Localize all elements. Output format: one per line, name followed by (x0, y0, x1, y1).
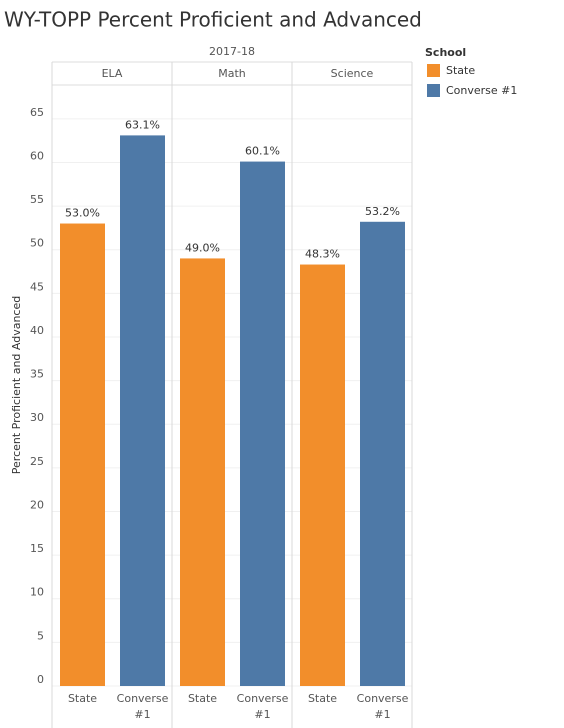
data-label: 63.1% (125, 118, 160, 131)
bar (120, 135, 165, 687)
y-tick-label: 65 (30, 106, 44, 119)
y-tick-label: 20 (30, 498, 44, 511)
data-label: 48.3% (305, 248, 340, 261)
y-tick-label: 25 (30, 455, 44, 468)
category-label: Science (331, 67, 374, 80)
data-label: 53.2% (365, 205, 400, 218)
y-axis-label: Percent Proficient and Advanced (10, 296, 23, 474)
y-tick-label: 60 (30, 149, 44, 162)
bar (240, 161, 285, 687)
legend-label: Converse #1 (446, 84, 517, 97)
data-label: 53.0% (65, 207, 100, 220)
y-tick-label: 15 (30, 542, 44, 555)
bar (360, 221, 405, 686)
column-header: 2017-18 (209, 45, 255, 58)
chart-title: WY-TOPP Percent Proficient and Advanced (4, 8, 422, 32)
x-tick-label: State (307, 692, 338, 705)
data-label: 60.1% (245, 145, 280, 158)
x-tick-label: State (187, 692, 218, 705)
y-tick-label: 10 (30, 586, 44, 599)
legend-label: State (446, 64, 475, 77)
y-tick-label: 0 (37, 673, 44, 686)
legend-swatch (427, 64, 440, 77)
y-tick-label: 35 (30, 368, 44, 381)
data-label: 49.0% (185, 241, 220, 254)
x-tick-label: Converse #1 (236, 692, 289, 721)
y-tick-label: 55 (30, 193, 44, 206)
y-tick-label: 50 (30, 237, 44, 250)
y-tick-label: 30 (30, 411, 44, 424)
category-label: Math (218, 67, 246, 80)
bar (60, 223, 105, 686)
x-tick-label: Converse #1 (356, 692, 409, 721)
category-label: ELA (102, 67, 123, 80)
x-tick-label: Converse #1 (116, 692, 169, 721)
x-tick-label: State (67, 692, 98, 705)
y-tick-label: 45 (30, 280, 44, 293)
legend-swatch (427, 84, 440, 97)
legend-title: School (425, 46, 466, 59)
bar (300, 264, 345, 686)
bar (180, 258, 225, 686)
y-tick-label: 40 (30, 324, 44, 337)
y-tick-label: 5 (37, 629, 44, 642)
